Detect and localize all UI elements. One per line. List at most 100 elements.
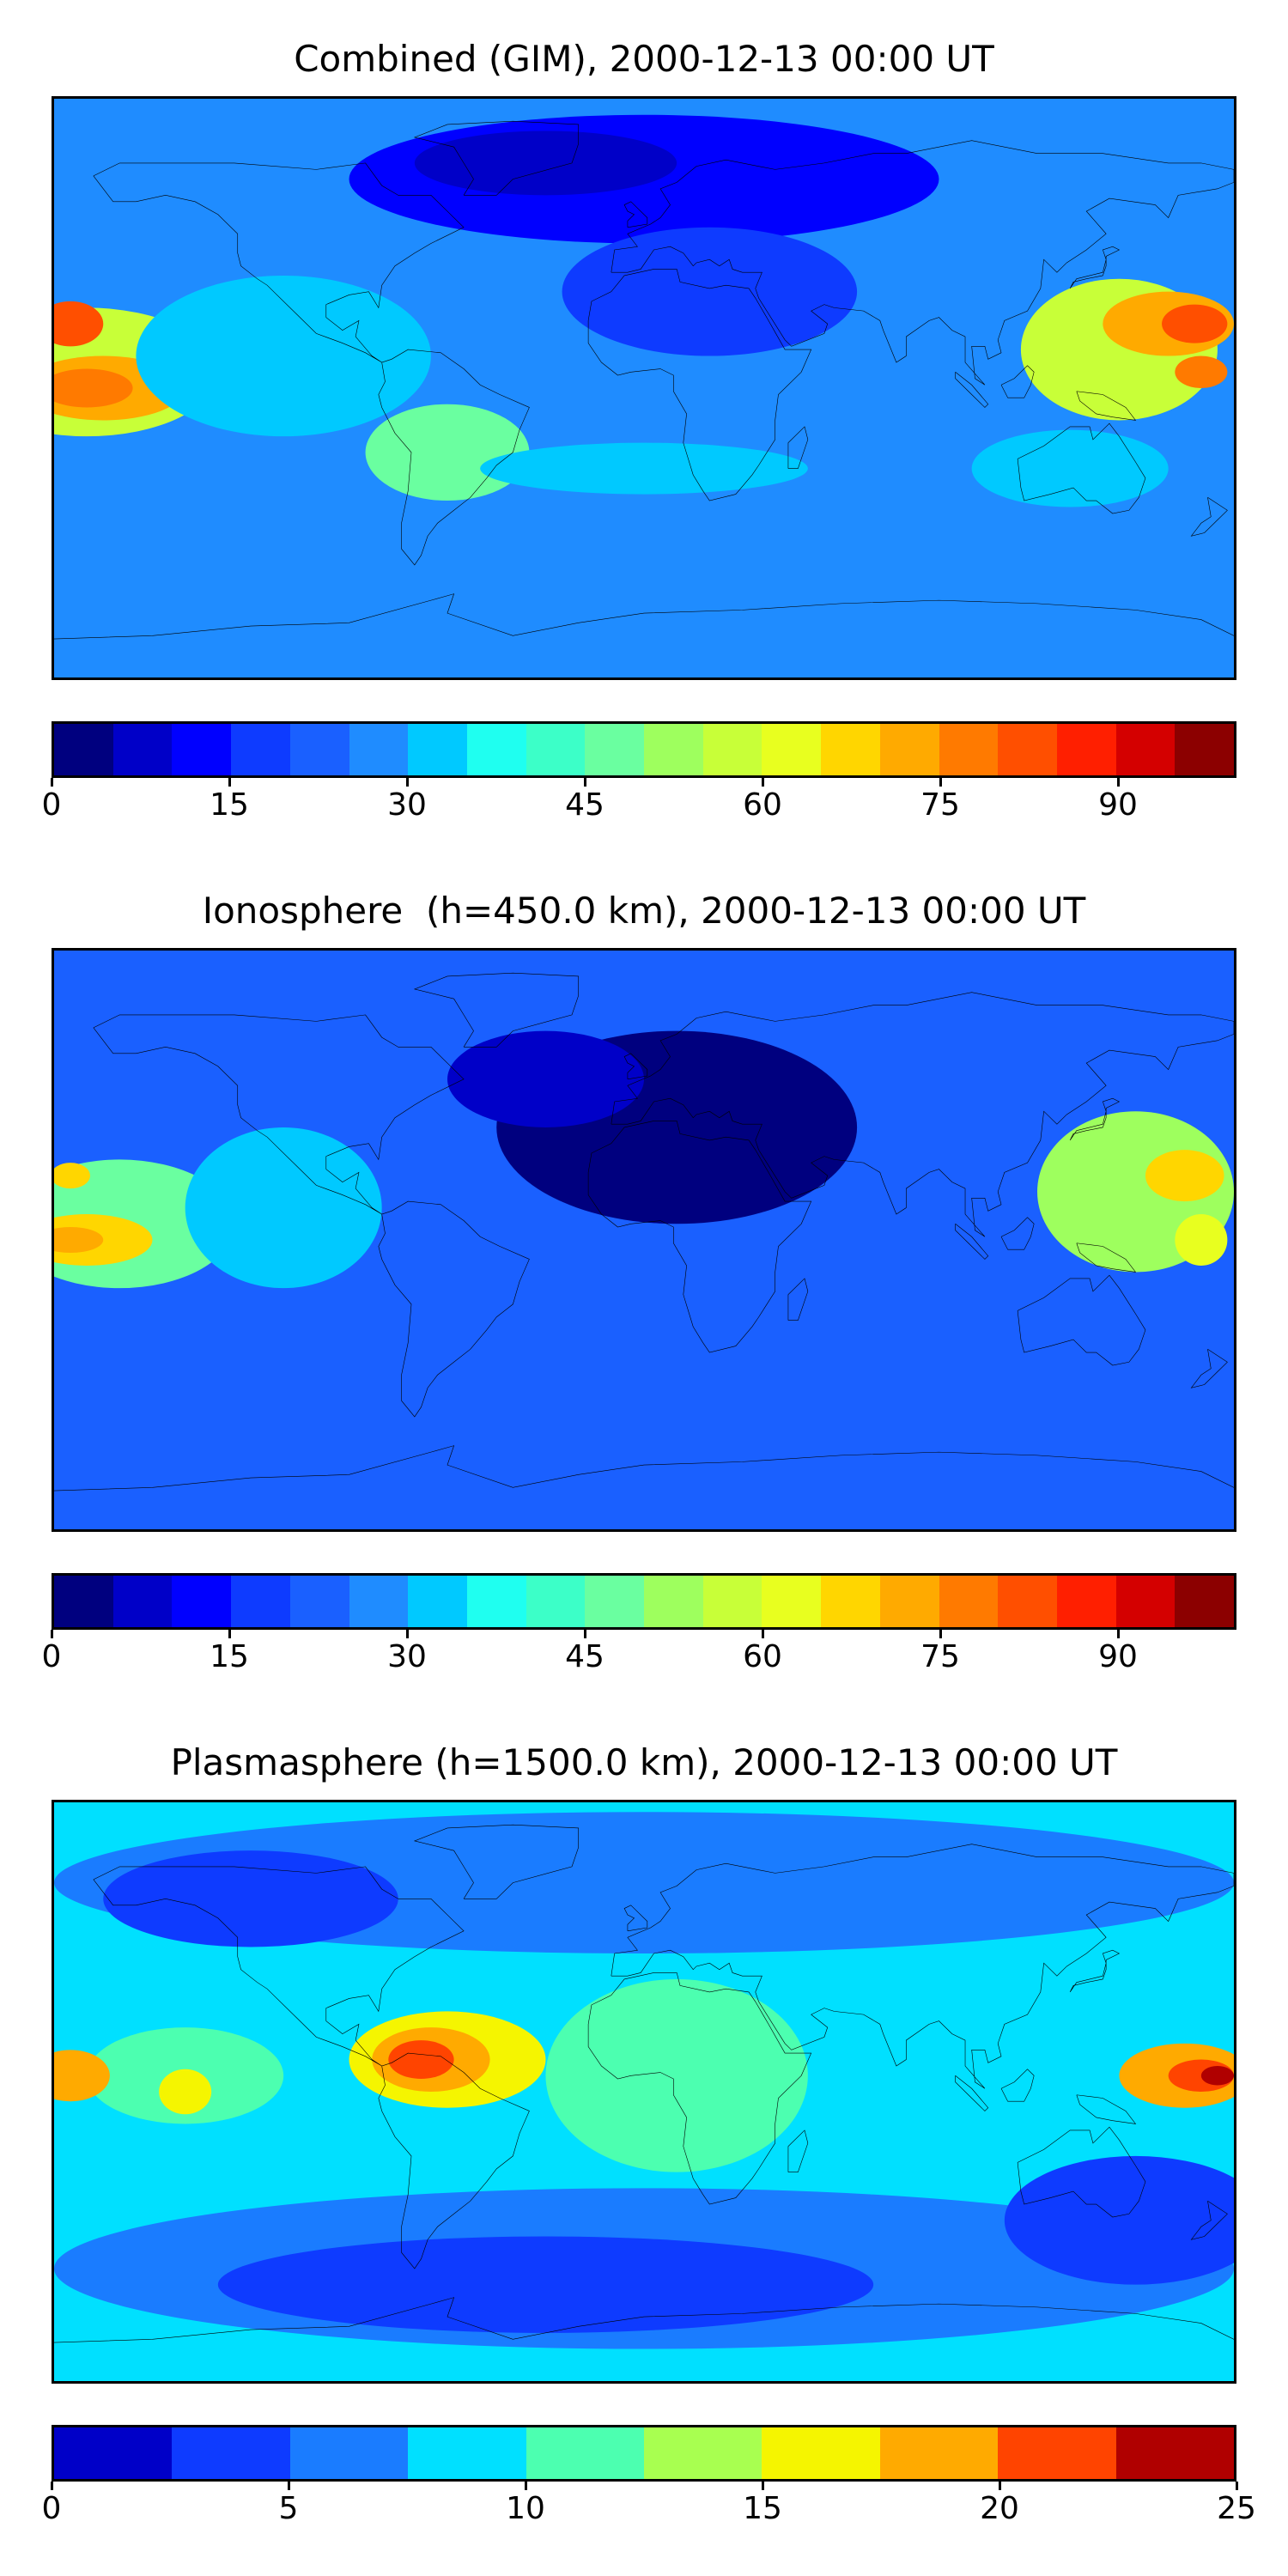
coastline-11 [1077,2095,1136,2124]
colorbar-swatch-9 [585,724,645,775]
colorbar-tick-label: 0 [41,1639,62,1674]
colorbar-swatch-3 [231,724,290,775]
colorbar-swatch-5 [349,724,409,775]
colorbar-tick-label: 15 [210,787,249,823]
colorbar-tick-label: 0 [41,2491,62,2526]
colorbar-plasmasphere [52,2425,1236,2482]
colorbar-swatch-18 [1115,724,1176,775]
field-contour-3 [54,1163,90,1189]
coastline-4 [611,141,1234,386]
map-ionosphere [52,948,1236,1532]
panel-title-plasmasphere: Plasmasphere (h=1500.0 km), 2000-12-13 0… [170,1741,1118,1783]
colorbar-swatch-4 [289,724,349,775]
coastline-5 [1018,423,1145,513]
colorbar-tick-label: 20 [980,2491,1019,2526]
coastline-3 [588,1972,811,2204]
colorbar-tick-mark [583,778,586,787]
colorbar-swatch-8 [526,724,586,775]
colorbar-swatch-9 [585,1576,645,1627]
colorbar-tick-label: 15 [210,1639,249,1674]
coastline-9 [788,427,808,469]
field-contour-14 [1200,2066,1234,2086]
colorbar-swatch-17 [1056,724,1116,775]
colorbar-swatch-17 [1056,1576,1116,1627]
map-svg-plasmasphere [54,1802,1234,2381]
field-contour-8 [447,1030,644,1127]
colorbar-swatch-10 [644,724,703,775]
field-contour-10 [159,2069,212,2115]
colorbar-swatch-1 [112,724,173,775]
coastline-0 [94,1867,464,2066]
colorbar-tick-label: 5 [278,2491,299,2526]
colorbar-swatch-5 [644,2427,762,2479]
coastline-13 [1191,1349,1227,1388]
coastline-6 [54,594,1234,639]
colorbar-swatch-15 [939,1576,999,1627]
colorbar-swatch-6 [762,2427,880,2479]
colorbar-swatch-4 [289,1576,349,1627]
field-contour-5 [545,1978,808,2172]
field-contour-12 [365,404,530,501]
colorbar-tick-mark [761,2482,764,2490]
colorbar-swatch-6 [408,724,467,775]
colorbar-swatch-7 [879,2427,999,2479]
colorbar-tick-mark [50,778,53,787]
colorbar-tick-mark [50,1630,53,1638]
colorbar-tick-label: 60 [743,787,782,823]
colorbar-swatch-11 [702,724,762,775]
colorbar-swatch-16 [998,1576,1057,1627]
colorbar-swatch-9 [1115,2427,1235,2479]
colorbar-ticks-combined: 0 15 30 45 60 75 90 [42,778,1236,821]
colorbar-tick-mark [998,2482,1001,2490]
colorbar-tick-mark [1116,1630,1120,1638]
field-contour-6 [1175,1214,1228,1266]
coastline-2 [415,973,579,1047]
coastline-8 [624,202,647,228]
field-contour-9 [388,2040,454,2080]
field-contour-2 [54,368,133,408]
colorbar-tick-label: 0 [41,787,62,823]
colorbar-swatch-14 [879,1576,939,1627]
coastline-11 [1077,1243,1136,1273]
panel-title-combined: Combined (GIM), 2000-12-13 00:00 UT [294,38,994,80]
colorbar-swatch-2 [289,2427,409,2479]
colorbar-swatch-15 [939,724,999,775]
colorbar-tick-label: 45 [565,787,605,823]
colorbar-tick-mark [405,1630,409,1638]
coastline-0 [94,1015,464,1214]
colorbar-swatch-3 [231,1576,290,1627]
colorbar-swatch-13 [821,1576,880,1627]
coastline-10 [1001,366,1034,398]
field-contour-13 [480,442,808,495]
colorbar-swatch-7 [466,1576,526,1627]
colorbar-swatch-19 [1175,1576,1235,1627]
field-contour-1 [103,1850,398,1947]
colorbar-tick-label: 75 [920,787,960,823]
colorbar-swatch-16 [998,724,1057,775]
colorbar-swatch-11 [702,1576,762,1627]
colorbar-ticks-ionosphere: 0 15 30 45 60 75 90 [42,1630,1236,1673]
coastline-1 [379,1201,530,1417]
colorbar-swatch-12 [762,724,822,775]
coastline-5 [1018,2127,1145,2217]
colorbar-swatch-3 [408,2427,526,2479]
coastline-4 [611,1844,1234,2089]
coastline-12 [956,2075,988,2111]
coastline-2 [415,1825,579,1899]
map-svg-combined [54,99,1234,677]
coastline-3 [588,1121,811,1352]
coastline-7 [1070,1950,1119,1992]
colorbar-ticks-plasmasphere: 0 5 10 15 20 25 [42,2482,1256,2524]
colorbar-swatch-7 [466,724,526,775]
colorbar-tick-label: 25 [1217,2491,1256,2526]
colorbar-tick-label: 90 [1098,1639,1138,1674]
coastline-9 [788,2130,808,2172]
colorbar-swatch-8 [526,1576,586,1627]
colorbar-swatch-10 [644,1576,703,1627]
colorbar-tick-mark [50,2482,53,2490]
colorbar-swatch-18 [1115,1576,1176,1627]
colorbar-swatch-0 [54,1576,113,1627]
colorbar-tick-label: 45 [565,1639,605,1674]
coastline-11 [1077,392,1136,421]
